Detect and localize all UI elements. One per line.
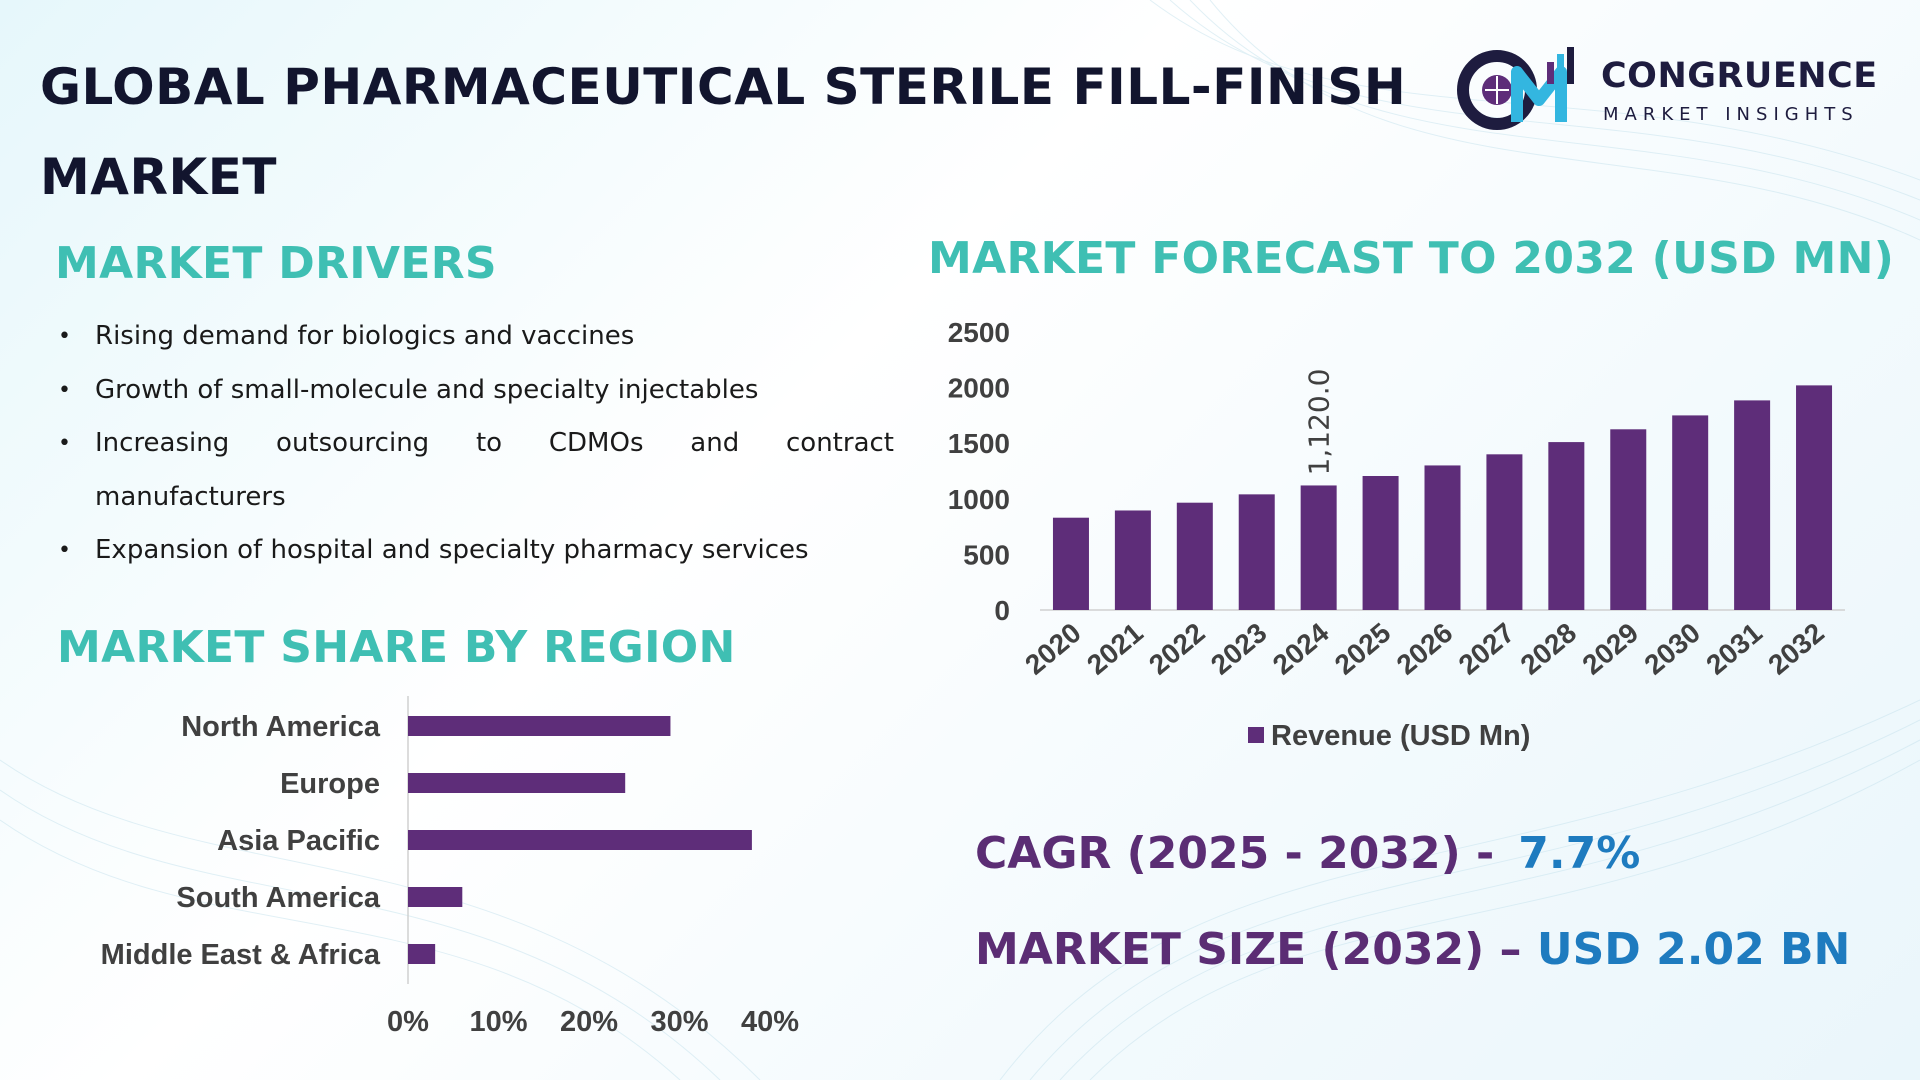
logo-name: CONGRUENCE <box>1601 56 1878 96</box>
forecast-heading: MARKET FORECAST TO 2032 (USD MN) <box>928 233 1895 284</box>
forecast-bar <box>1238 494 1275 610</box>
region-bar <box>408 716 671 736</box>
region-heading: MARKET SHARE BY REGION <box>57 622 736 673</box>
forecast-bar <box>1362 476 1399 610</box>
driver-text: Expansion of hospital and specialty phar… <box>95 535 809 565</box>
region-category-label: Europe <box>280 768 380 800</box>
cagr-statement: CAGR (2025 - 2032) - 7.7% <box>975 828 1640 879</box>
region-bar <box>408 887 463 907</box>
region-category-label: Asia Pacific <box>217 825 380 857</box>
forecast-bar <box>1672 415 1709 610</box>
forecast-y-tick-label: 500 <box>963 539 1010 570</box>
forecast-y-tick-label: 1500 <box>948 428 1010 459</box>
forecast-data-label: 1,120.0 <box>1303 369 1336 476</box>
forecast-bar <box>1610 429 1647 610</box>
region-x-tick-label: 30% <box>650 1006 708 1038</box>
market-size-value: USD 2.02 BN <box>1536 924 1851 975</box>
cagr-label: CAGR (2025 - 2032) - <box>975 828 1495 879</box>
brand-logo: CONGRUENCE MARKET INSIGHTS <box>1455 42 1895 132</box>
region-category-label: Middle East & Africa <box>101 939 381 971</box>
region-bar <box>408 773 626 793</box>
logo-mark-icon <box>1457 47 1574 130</box>
forecast-bar <box>1734 400 1771 610</box>
market-drivers-heading: MARKET DRIVERS <box>55 238 497 289</box>
forecast-legend-swatch <box>1248 727 1264 743</box>
driver-item: Growth of small-molecule and specialty i… <box>58 364 894 418</box>
region-category-label: North America <box>181 711 381 743</box>
market-size-label: MARKET SIZE (2032) – <box>975 924 1522 975</box>
forecast-y-tick-label: 2500 <box>948 317 1010 348</box>
forecast-bar <box>1052 517 1089 610</box>
driver-item: Expansion of hospital and specialty phar… <box>58 524 894 578</box>
driver-text: Increasing outsourcing to CDMOs and cont… <box>95 428 894 512</box>
region-x-tick-label: 20% <box>560 1006 618 1038</box>
region-bar <box>408 830 752 850</box>
driver-text: Growth of small-molecule and specialty i… <box>95 374 759 405</box>
forecast-bar <box>1424 465 1461 610</box>
forecast-y-tick-label: 1000 <box>948 484 1010 515</box>
driver-item: Increasing outsourcing to CDMOs and cont… <box>58 417 894 524</box>
driver-text: Rising demand for biologics and vaccines <box>95 321 635 351</box>
forecast-bar <box>1486 454 1523 610</box>
forecast-y-tick-label: 0 <box>994 595 1010 626</box>
market-size-statement: MARKET SIZE (2032) – USD 2.02 BN <box>975 924 1850 975</box>
forecast-legend-label: Revenue (USD Mn) <box>1271 720 1530 752</box>
driver-item: Rising demand for biologics and vaccines <box>58 310 894 364</box>
region-bar <box>408 944 436 964</box>
region-category-label: South America <box>176 882 380 914</box>
forecast-bar <box>1176 502 1213 610</box>
market-drivers-list: Rising demand for biologics and vaccines… <box>58 310 894 578</box>
page-title: GLOBAL PHARMACEUTICAL STERILE FILL-FINIS… <box>40 58 1407 206</box>
region-x-tick-label: 0% <box>387 1006 429 1038</box>
forecast-bar <box>1796 385 1833 610</box>
forecast-bar <box>1114 510 1151 610</box>
region-x-tick-label: 10% <box>469 1006 527 1038</box>
logo-tagline: MARKET INSIGHTS <box>1603 104 1859 125</box>
forecast-bar <box>1300 485 1337 610</box>
forecast-bar <box>1548 442 1585 610</box>
cagr-value: 7.7% <box>1518 828 1641 879</box>
forecast-y-tick-label: 2000 <box>948 373 1010 404</box>
region-x-tick-label: 40% <box>741 1006 799 1038</box>
